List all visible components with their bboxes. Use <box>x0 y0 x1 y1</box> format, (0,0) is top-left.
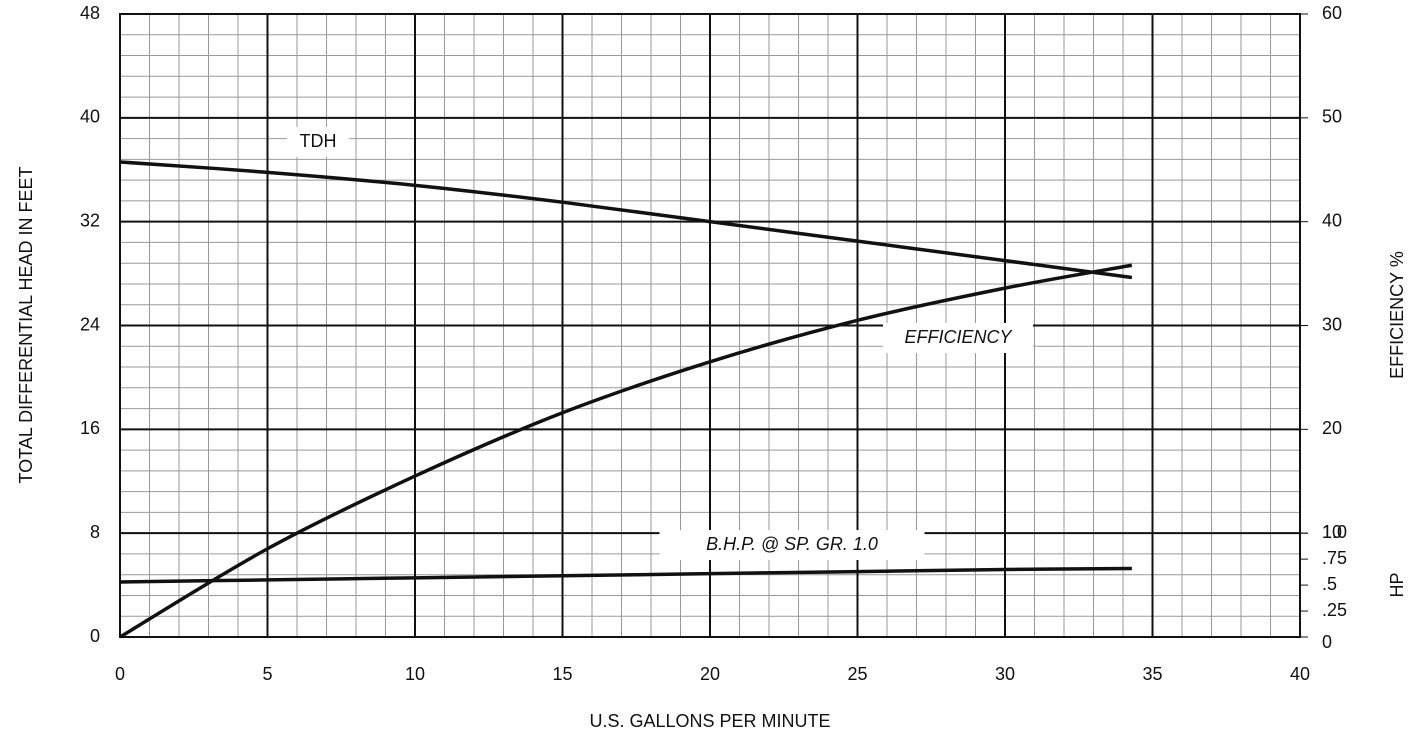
x-tick-label: 20 <box>700 664 720 684</box>
y2-axis-title: EFFICIENCY % <box>1387 251 1407 379</box>
hp-tick-label: .75 <box>1322 548 1347 568</box>
hp-tick-label: 0 <box>1322 632 1332 652</box>
y-axis-title: TOTAL DIFFERENTIAL HEAD IN FEET <box>16 166 36 483</box>
line-series <box>119 263 1133 639</box>
line-series <box>119 566 1132 584</box>
series-label: B.H.P. @ SP. GR. 1.0 <box>706 534 878 554</box>
x-axis-title: U.S. GALLONS PER MINUTE <box>589 711 830 731</box>
series-label-bg <box>883 323 1033 353</box>
x-tick-label: 0 <box>115 664 125 684</box>
y-tick-label: 40 <box>80 107 100 127</box>
hp-axis-title: HP <box>1387 572 1407 597</box>
y2-tick-label: 50 <box>1322 107 1342 127</box>
y2-tick-label: 40 <box>1322 210 1342 230</box>
x-tick-label: 15 <box>552 664 572 684</box>
series-label: EFFICIENCY <box>904 327 1013 347</box>
y-tick-label: 16 <box>80 418 100 438</box>
line-series <box>119 160 1133 280</box>
y2-tick-label: 10 <box>1322 522 1342 542</box>
y-tick-label: 48 <box>80 3 100 23</box>
hp-tick-label: .5 <box>1322 574 1337 594</box>
y-tick-label: 0 <box>90 626 100 646</box>
x-tick-label: 10 <box>405 664 425 684</box>
y-tick-label: 8 <box>90 522 100 542</box>
hp-tick-label: 1.0 <box>1322 522 1347 542</box>
y2-tick-label: 30 <box>1322 314 1342 334</box>
y-tick-label: 24 <box>80 314 100 334</box>
hp-tick-label: .25 <box>1322 600 1347 620</box>
y-tick-label: 32 <box>80 210 100 230</box>
x-tick-label: 5 <box>262 664 272 684</box>
x-tick-label: 25 <box>847 664 867 684</box>
series-label: TDH <box>300 131 337 151</box>
plot-border <box>119 13 1301 638</box>
y2-tick-label: 20 <box>1322 418 1342 438</box>
y2-tick-label: 60 <box>1322 3 1342 23</box>
x-tick-label: 30 <box>995 664 1015 684</box>
series-label-bg <box>287 127 349 157</box>
x-tick-label: 40 <box>1290 664 1310 684</box>
x-tick-label: 35 <box>1142 664 1162 684</box>
series-label-bg <box>659 530 925 560</box>
